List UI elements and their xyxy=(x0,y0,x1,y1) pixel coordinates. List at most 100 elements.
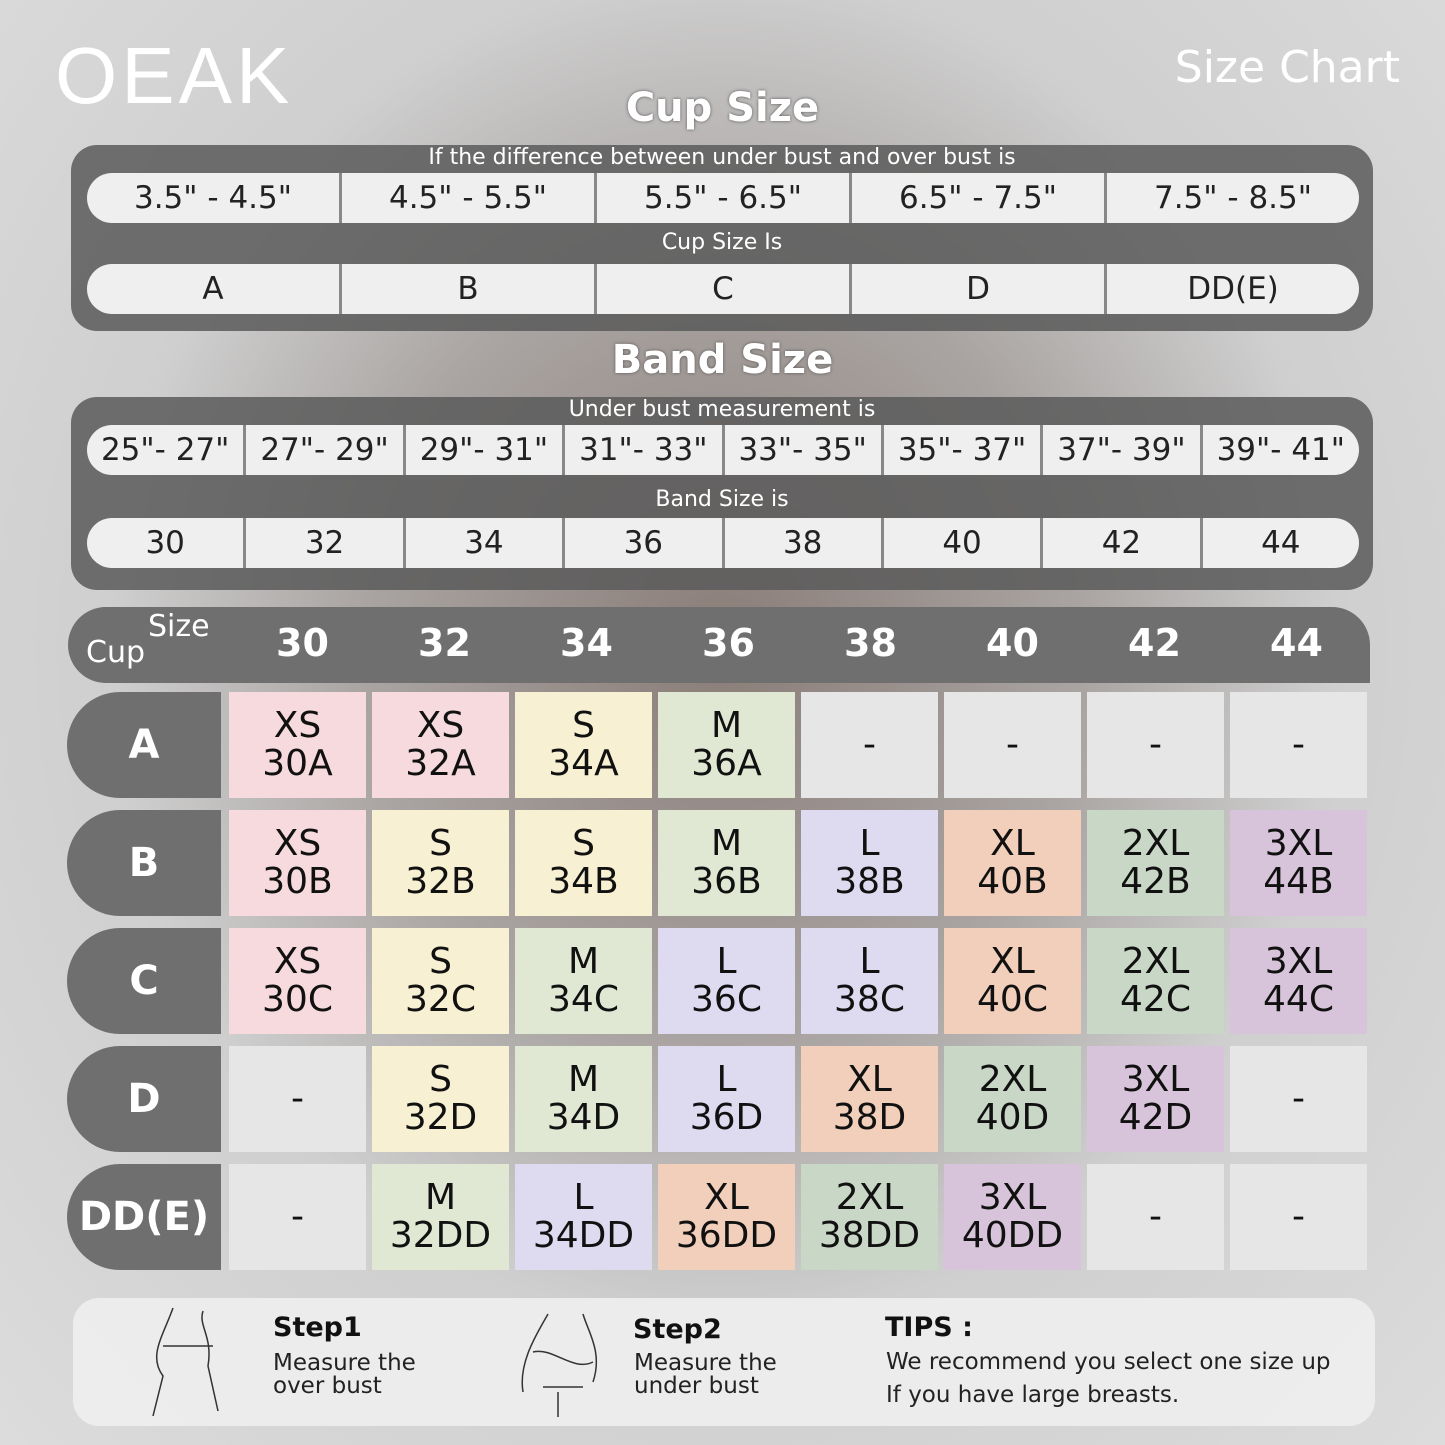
size-code: 42C xyxy=(1120,979,1191,1020)
difference-cell: 6.5" - 7.5" xyxy=(852,173,1107,223)
band-cell: 44 xyxy=(1261,525,1301,561)
size-cell: M 34C xyxy=(515,928,652,1034)
size-letter: 2XL xyxy=(1121,941,1190,982)
size-letter: - xyxy=(291,1078,304,1119)
size-cell: M 34D xyxy=(515,1046,652,1152)
band-cell: 30 xyxy=(87,518,247,568)
band-cell: 40 xyxy=(884,518,1044,568)
size-code: 40D xyxy=(975,1097,1050,1138)
range-cell: 29"- 31" xyxy=(406,425,566,475)
cup-label: Cup Size Is xyxy=(661,230,783,255)
size-cell: 3XL 42D xyxy=(1087,1046,1224,1152)
size-letter: S xyxy=(429,823,452,864)
size-letter: M xyxy=(710,823,743,864)
size-cell: L 38C xyxy=(801,928,938,1034)
size-code: 36A xyxy=(691,743,762,784)
step1-title: Step1 xyxy=(273,1312,362,1343)
size-letter: M xyxy=(567,941,600,982)
row-label: A xyxy=(67,692,221,798)
size-cell: - xyxy=(229,1046,366,1152)
size-cell: - xyxy=(1087,1164,1224,1270)
size-code: 32C xyxy=(405,979,476,1020)
size-cell: 3XL 44B xyxy=(1230,810,1367,916)
size-cell: M 36B xyxy=(658,810,795,916)
size-letter: L xyxy=(716,941,737,982)
size-letter: L xyxy=(859,941,880,982)
size-letter: - xyxy=(1292,724,1305,765)
size-code: 36D xyxy=(689,1097,764,1138)
cup-cell: C xyxy=(597,264,852,314)
difference-cell: 5.5" - 6.5" xyxy=(597,173,852,223)
size-cell: L 36C xyxy=(658,928,795,1034)
size-code: 32D xyxy=(403,1097,478,1138)
step2-title: Step2 xyxy=(633,1314,722,1345)
step2-desc-line1: Measure the xyxy=(634,1350,777,1376)
size-letter: - xyxy=(291,1196,304,1237)
size-code: 40B xyxy=(977,861,1048,902)
range-cell: 37"- 39" xyxy=(1043,425,1203,475)
size-code: 34C xyxy=(548,979,619,1020)
row-label: D xyxy=(67,1046,221,1152)
brand-logo: OEAK xyxy=(55,31,294,120)
band-size-panel: Under bust measurement is 25"- 27" 27"- 2… xyxy=(71,397,1373,590)
cup-axis-label: Cup xyxy=(86,635,146,670)
difference-cell: 4.5" - 5.5" xyxy=(342,173,597,223)
size-cell: - xyxy=(1230,692,1367,798)
size-code: 40DD xyxy=(961,1215,1064,1256)
size-cell: 2XL 42B xyxy=(1087,810,1224,916)
size-letter: 2XL xyxy=(835,1177,904,1218)
size-letter: - xyxy=(1006,724,1019,765)
chart-title: Size Chart xyxy=(1174,42,1400,93)
cup-cell: B xyxy=(342,264,597,314)
size-cell: XS 30A xyxy=(229,692,366,798)
table-header: Size Cup 30 32 34 36 38 40 42 44 xyxy=(68,607,1370,683)
band-cell: 38 xyxy=(725,518,884,568)
size-code: 30C xyxy=(262,979,333,1020)
size-letter: - xyxy=(1149,724,1162,765)
size-letter: - xyxy=(1292,1078,1305,1119)
size-cell: S 32B xyxy=(372,810,509,916)
size-letter: XS xyxy=(416,705,465,746)
size-cell: XS 32A xyxy=(372,692,509,798)
range-cell: 33"- 35" xyxy=(725,425,884,475)
range-cell: 35"- 37" xyxy=(884,425,1044,475)
size-cell: S 34A xyxy=(515,692,652,798)
band-cell: 36 xyxy=(565,518,725,568)
column-header: 38 xyxy=(844,621,897,665)
range-row: 25"- 27" 27"- 29" 29"- 31" 31"- 33" 33"- 35"… xyxy=(87,425,1359,475)
size-cell: XS 30B xyxy=(229,810,366,916)
column-header: 40 xyxy=(986,621,1039,665)
size-cell: S 34B xyxy=(515,810,652,916)
size-letter: - xyxy=(1292,1196,1305,1237)
column-header: 34 xyxy=(560,621,613,665)
size-letter: L xyxy=(573,1177,594,1218)
size-letter: XS xyxy=(273,705,322,746)
size-cell: 2XL 42C xyxy=(1087,928,1224,1034)
size-code: 30A xyxy=(262,743,333,784)
difference-cell: 7.5" - 8.5" xyxy=(1153,180,1312,216)
band-size-heading: Band Size xyxy=(611,337,834,383)
row-label: DD(E) xyxy=(67,1164,221,1270)
size-letter: L xyxy=(716,1059,737,1100)
size-cell: M 32DD xyxy=(372,1164,509,1270)
size-code: 38B xyxy=(834,861,905,902)
size-cell: XL 40B xyxy=(944,810,1081,916)
size-code: 42B xyxy=(1120,861,1191,902)
size-code: 44C xyxy=(1263,979,1334,1020)
step1-desc-line1: Measure the xyxy=(273,1350,416,1376)
size-cell: S 32C xyxy=(372,928,509,1034)
size-letter: XS xyxy=(273,941,322,982)
row-label: C xyxy=(67,928,221,1034)
size-axis-label: Size xyxy=(148,609,210,644)
difference-cell: 3.5" - 4.5" xyxy=(87,173,342,223)
size-code: 44B xyxy=(1263,861,1334,902)
size-cell: - xyxy=(1087,692,1224,798)
size-cell: - xyxy=(801,692,938,798)
size-code: 36B xyxy=(691,861,762,902)
size-letter: S xyxy=(572,705,595,746)
cup-cell: DD(E) xyxy=(1187,271,1279,307)
size-letter: 2XL xyxy=(1121,823,1190,864)
step2-desc-line2: under bust xyxy=(634,1373,759,1399)
size-code: 38D xyxy=(832,1097,907,1138)
size-letter: 2XL xyxy=(978,1059,1047,1100)
